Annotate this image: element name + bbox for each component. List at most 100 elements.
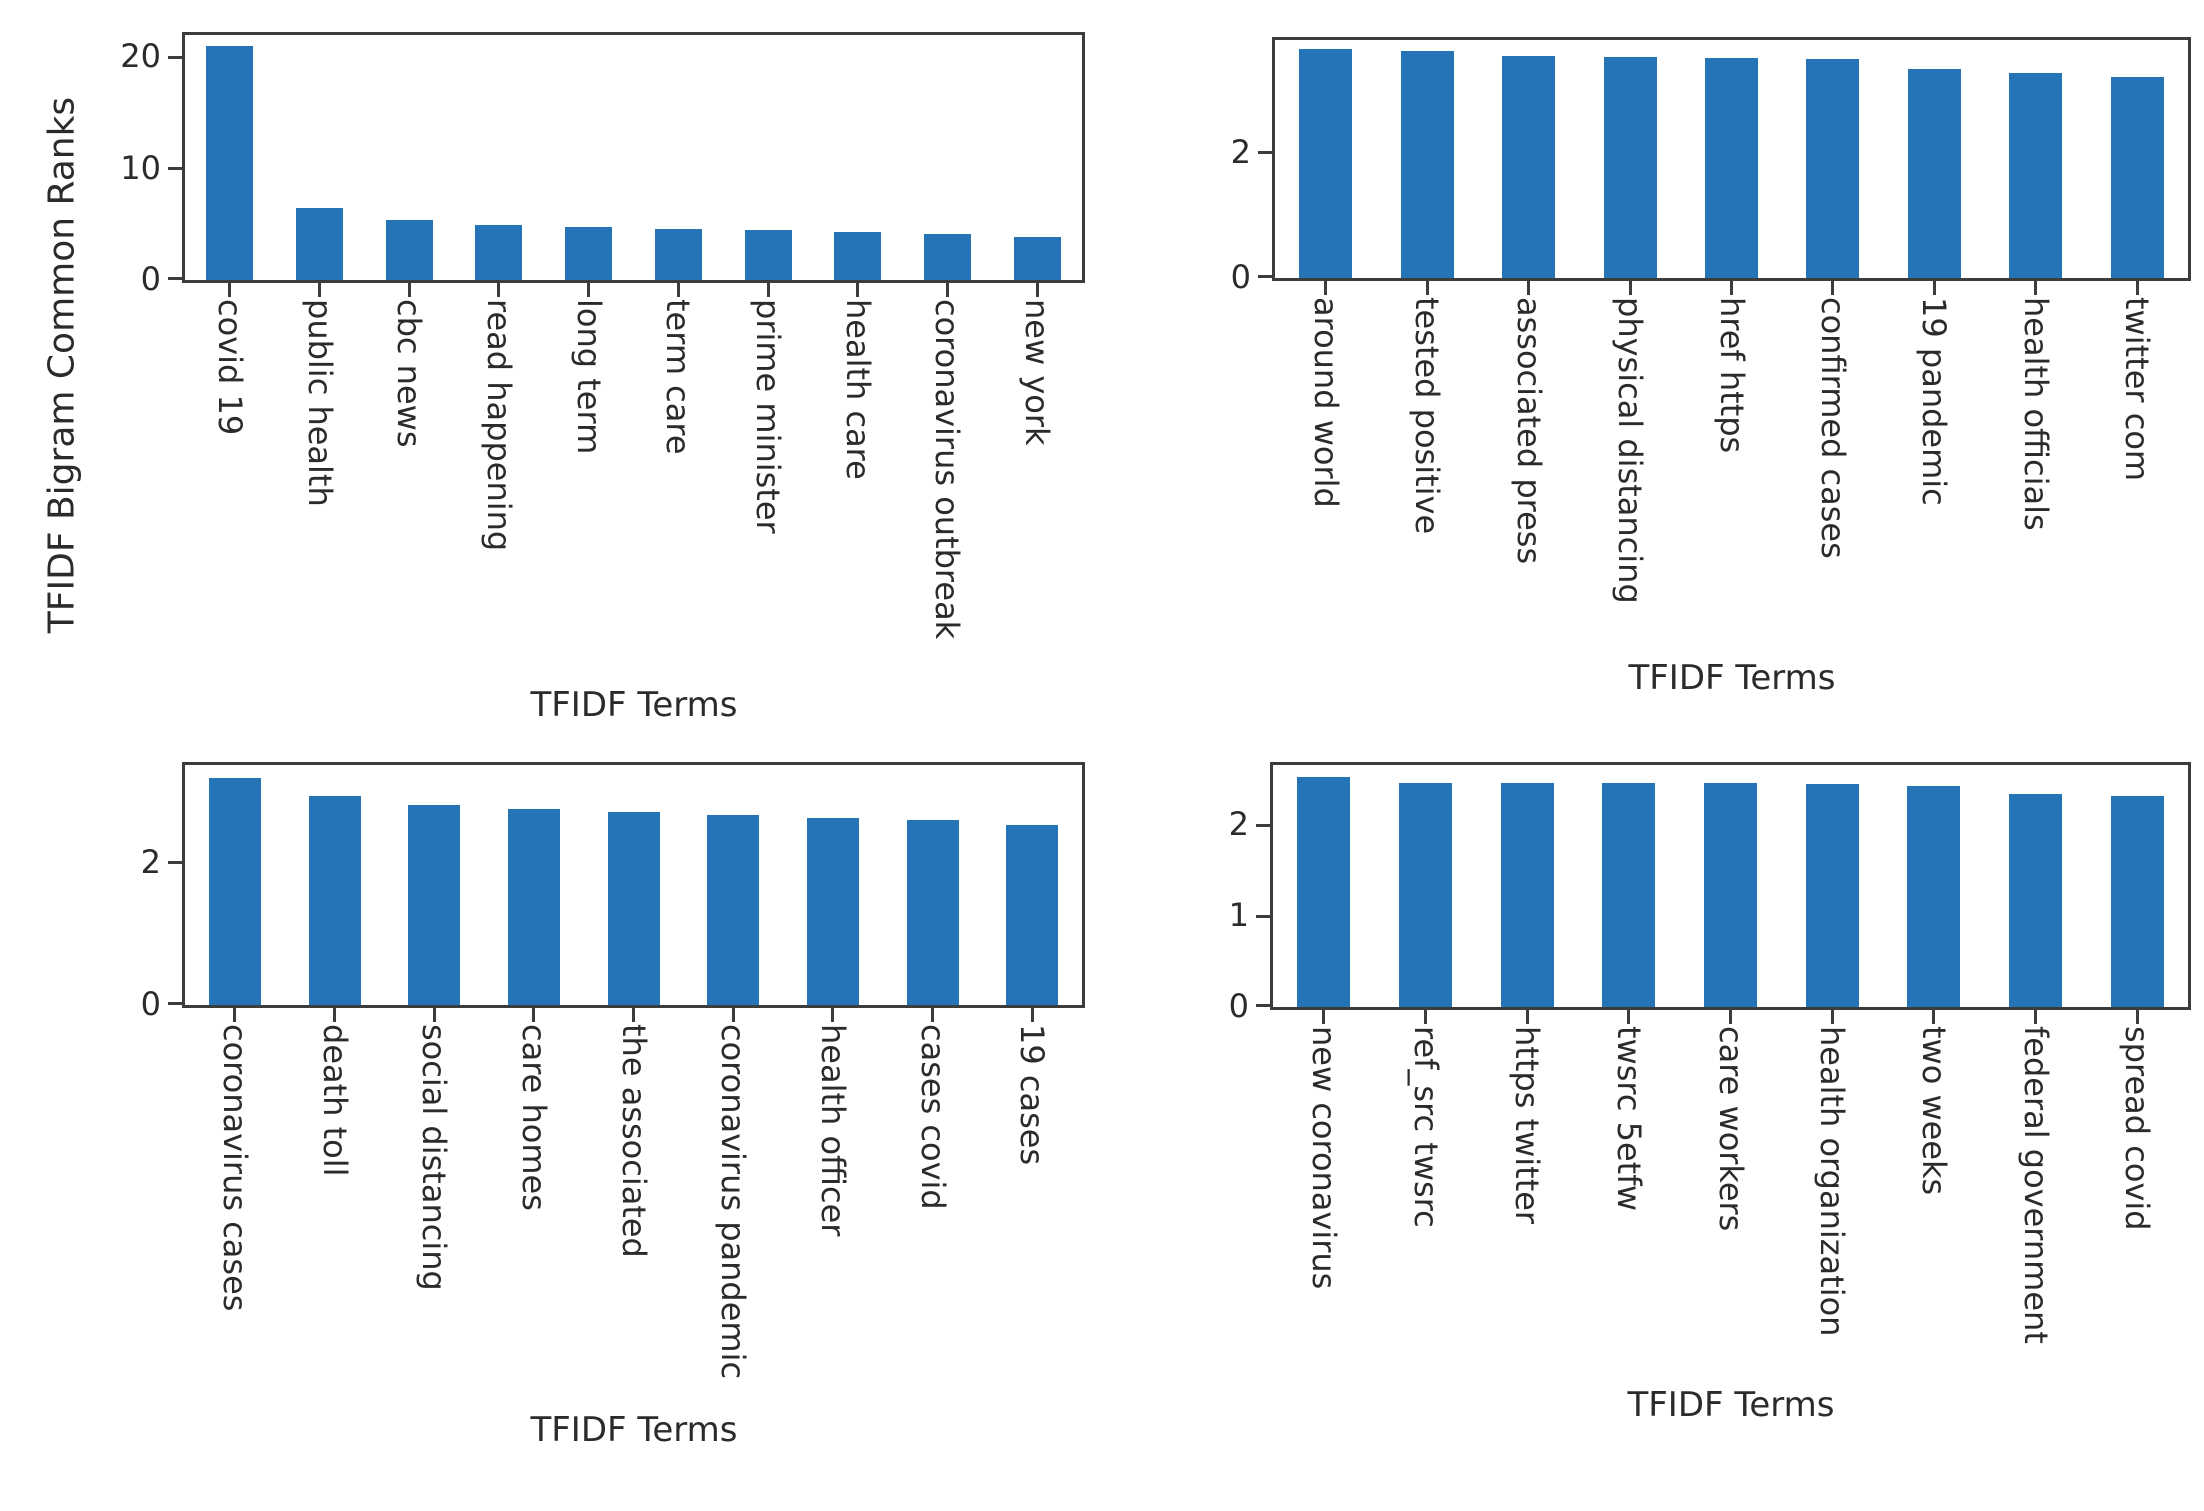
bar-bottom-left-0 [209, 778, 261, 1005]
y-tick-label: 0 [140, 985, 161, 1024]
bar-top-right-0 [1299, 49, 1352, 278]
bar-bottom-left-1 [309, 796, 361, 1005]
bar-top-right-2 [1502, 56, 1555, 278]
bar-top-right-8 [2111, 77, 2164, 278]
y-tick-mark [168, 1002, 182, 1005]
x-tick-mark [856, 283, 859, 297]
x-tick-mark [1036, 283, 1039, 297]
x-tick-label: public health [301, 299, 339, 507]
x-tick-mark [433, 1008, 436, 1022]
bar-bottom-right-3 [1602, 783, 1655, 1007]
x-tick-mark [1629, 281, 1632, 295]
bar-top-right-4 [1705, 58, 1758, 278]
x-tick-label: coronavirus outbreak [928, 299, 966, 640]
x-tick-mark [2034, 1010, 2037, 1024]
x-tick-label: health care [839, 299, 877, 480]
x-tick-mark [1322, 1010, 1325, 1024]
y-tick-mark [1256, 1004, 1270, 1007]
y-tick-label: 0 [140, 260, 161, 299]
x-tick-mark [1729, 1010, 1732, 1024]
bar-top-right-3 [1604, 57, 1657, 278]
bar-top-left-9 [1014, 237, 1061, 280]
x-tick-label: coronavirus pandemic [714, 1024, 752, 1380]
y-tick-label: 10 [120, 149, 161, 188]
bar-top-left-0 [206, 46, 253, 280]
x-tick-mark [1426, 281, 1429, 295]
bar-top-left-7 [834, 232, 881, 280]
x-tick-mark [1526, 1010, 1529, 1024]
bar-top-left-4 [565, 227, 612, 280]
x-tick-label: health organization [1813, 1026, 1851, 1337]
x-tick-mark [1527, 281, 1530, 295]
bar-bottom-right-5 [1806, 784, 1859, 1007]
bar-top-left-8 [924, 234, 971, 280]
x-tick-mark [228, 283, 231, 297]
chart-axes-top-right: around world tested positive associated pr… [1231, 37, 2191, 698]
x-tick-mark [1324, 281, 1327, 295]
y-tick-label: 0 [1230, 258, 1251, 297]
figure-y-axis-label: TFIDF Bigram Common Ranks [41, 96, 83, 634]
x-tick-mark [677, 283, 680, 297]
x-tick-mark [2136, 281, 2139, 295]
x-tick-label: confirmed cases [1814, 297, 1852, 559]
y-tick-mark [1258, 151, 1272, 154]
y-tick-label: 2 [1228, 805, 1249, 844]
bar-top-left-2 [386, 220, 433, 280]
bar-bottom-left-5 [707, 815, 759, 1005]
x-tick-label: care homes [515, 1024, 553, 1211]
chart-axes-bottom-left: coronavirus cases death toll social distan… [141, 762, 1085, 1450]
y-tick-mark [1258, 275, 1272, 278]
x-tick-mark [532, 1008, 535, 1022]
bar-bottom-right-4 [1704, 783, 1757, 1007]
x-tick-mark [233, 1008, 236, 1022]
x-tick-label: federal government [2017, 1026, 2055, 1344]
x-tick-label: cbc news [390, 299, 428, 448]
x-tick-label: cases covid [914, 1024, 952, 1210]
x-axis-label-top-left: TFIDF Terms [530, 685, 738, 725]
y-tick-mark [1256, 824, 1270, 827]
x-tick-label: tested positive [1408, 297, 1446, 535]
x-tick-label: around world [1307, 297, 1345, 508]
x-tick-label: the associated [615, 1024, 653, 1258]
x-tick-mark [1730, 281, 1733, 295]
bar-bottom-left-7 [907, 820, 959, 1005]
x-tick-label: physical distancing [1611, 297, 1649, 604]
x-tick-mark [1424, 1010, 1427, 1024]
bar-top-right-6 [1908, 69, 1961, 278]
bar-top-left-3 [475, 225, 522, 280]
x-tick-mark [1031, 1008, 1034, 1022]
x-tick-mark [318, 283, 321, 297]
x-tick-label: https twitter [1508, 1026, 1546, 1225]
x-tick-label: covid 19 [211, 299, 249, 436]
x-tick-mark [632, 1008, 635, 1022]
chart-axes-top-left: covid 19 public health cbc news read happen… [120, 32, 1085, 725]
x-tick-label: spread covid [2118, 1026, 2156, 1231]
y-tick-mark [168, 861, 182, 864]
x-tick-mark [1933, 281, 1936, 295]
bar-top-right-5 [1806, 59, 1859, 278]
x-axis-label-bottom-right: TFIDF Terms [1627, 1385, 1835, 1425]
x-tick-label: health officials [2017, 297, 2055, 531]
x-tick-label: read happening [480, 299, 518, 552]
y-tick-label: 0 [1228, 987, 1249, 1026]
y-tick-label: 1 [1228, 896, 1249, 935]
x-tick-mark [1627, 1010, 1630, 1024]
x-tick-mark [946, 283, 949, 297]
x-tick-mark [2136, 1010, 2139, 1024]
x-tick-mark [408, 283, 411, 297]
bar-top-right-7 [2009, 73, 2062, 278]
bar-top-left-6 [745, 230, 792, 280]
y-tick-mark [168, 167, 182, 170]
x-tick-mark [1831, 1010, 1834, 1024]
x-tick-label: prime minister [749, 299, 787, 534]
bar-bottom-right-8 [2111, 796, 2164, 1007]
bar-bottom-right-0 [1297, 777, 1350, 1007]
bar-bottom-right-6 [1907, 786, 1960, 1007]
x-tick-mark [931, 1008, 934, 1022]
y-tick-label: 20 [120, 37, 161, 76]
bar-top-left-1 [296, 208, 343, 280]
bar-bottom-left-8 [1006, 825, 1058, 1005]
bar-bottom-left-3 [508, 809, 560, 1005]
x-tick-label: care workers [1712, 1026, 1750, 1232]
